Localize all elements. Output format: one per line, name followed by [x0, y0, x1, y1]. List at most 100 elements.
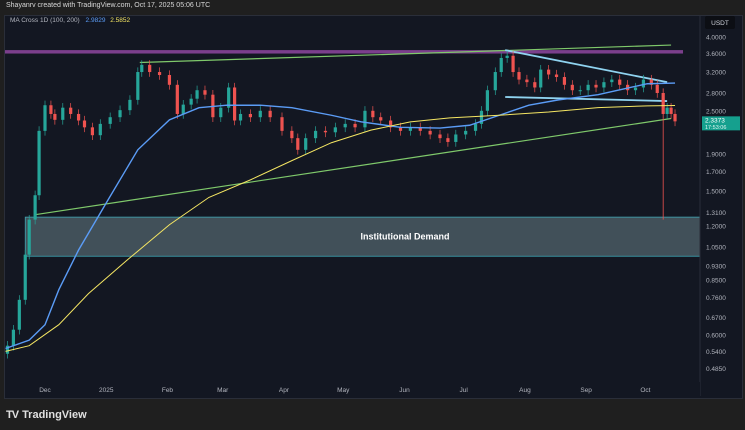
candle[interactable]: [140, 64, 144, 73]
candle[interactable]: [53, 113, 57, 120]
candle[interactable]: [578, 90, 582, 92]
candle[interactable]: [219, 107, 223, 118]
candle[interactable]: [304, 138, 308, 150]
candle[interactable]: [493, 72, 497, 91]
candle[interactable]: [655, 84, 659, 93]
candle[interactable]: [473, 123, 478, 131]
candle[interactable]: [438, 134, 442, 139]
candle[interactable]: [673, 113, 677, 122]
candle[interactable]: [479, 110, 484, 124]
candle[interactable]: [525, 79, 529, 83]
candle[interactable]: [398, 127, 403, 131]
candle[interactable]: [499, 57, 503, 73]
candle[interactable]: [517, 72, 521, 80]
candle[interactable]: [333, 127, 337, 133]
candle[interactable]: [128, 99, 132, 111]
price-axis[interactable]: [701, 16, 741, 396]
upper-trendline[interactable]: [139, 44, 672, 64]
ma100-line[interactable]: [5, 82, 676, 350]
candle[interactable]: [189, 98, 193, 105]
candle[interactable]: [167, 75, 172, 85]
candle[interactable]: [464, 130, 468, 135]
wedge-lower[interactable]: [505, 96, 668, 102]
unit-badge[interactable]: [705, 16, 735, 29]
candle[interactable]: [633, 87, 638, 91]
candle[interactable]: [554, 74, 559, 78]
candle[interactable]: [76, 113, 81, 121]
candle[interactable]: [547, 69, 551, 75]
candle[interactable]: [379, 117, 383, 121]
candle[interactable]: [181, 104, 185, 114]
candle[interactable]: [5, 345, 10, 354]
candle[interactable]: [661, 92, 665, 114]
candle[interactable]: [665, 107, 669, 114]
candle[interactable]: [148, 64, 152, 73]
candle[interactable]: [233, 87, 237, 121]
candle[interactable]: [602, 82, 606, 88]
candle[interactable]: [610, 79, 614, 83]
candle[interactable]: [195, 90, 199, 99]
candle[interactable]: [11, 329, 15, 346]
candle[interactable]: [108, 117, 112, 124]
candle[interactable]: [505, 55, 509, 58]
candle[interactable]: [363, 110, 367, 128]
tradingview-logo[interactable]: TV TradingView: [6, 405, 87, 425]
candle[interactable]: [562, 77, 567, 85]
candle[interactable]: [175, 84, 179, 114]
candle[interactable]: [227, 87, 231, 108]
candle[interactable]: [618, 79, 622, 85]
candle[interactable]: [594, 84, 598, 88]
candle[interactable]: [33, 195, 37, 220]
candle[interactable]: [454, 134, 458, 142]
candle[interactable]: [69, 107, 73, 114]
candle[interactable]: [539, 69, 543, 88]
candle[interactable]: [82, 120, 87, 128]
candle[interactable]: [371, 110, 375, 118]
candle[interactable]: [313, 130, 318, 139]
candle[interactable]: [23, 254, 27, 300]
candle[interactable]: [49, 105, 53, 114]
candle[interactable]: [238, 113, 243, 121]
indicator-legend[interactable]: MA Cross 1D (100, 200) 2.9829 2.5852: [10, 17, 130, 24]
ma200-line[interactable]: [5, 105, 676, 352]
candle[interactable]: [389, 120, 393, 128]
candle[interactable]: [290, 130, 294, 139]
candle[interactable]: [296, 138, 300, 150]
candle[interactable]: [586, 84, 590, 91]
candle[interactable]: [446, 138, 450, 142]
candle[interactable]: [649, 79, 653, 85]
candle[interactable]: [98, 123, 102, 136]
candle[interactable]: [61, 107, 65, 120]
candle[interactable]: [533, 82, 537, 88]
candle[interactable]: [37, 130, 41, 196]
candle[interactable]: [280, 117, 284, 131]
lower-trendline[interactable]: [35, 117, 672, 216]
candle[interactable]: [428, 130, 432, 135]
wedge-upper[interactable]: [505, 49, 668, 84]
demand-zone[interactable]: [24, 216, 701, 257]
candle[interactable]: [248, 113, 252, 118]
resistance-band[interactable]: [5, 50, 683, 54]
candle[interactable]: [268, 110, 272, 118]
candle[interactable]: [43, 105, 47, 131]
candle[interactable]: [570, 84, 574, 91]
candle[interactable]: [418, 127, 422, 131]
candle[interactable]: [641, 79, 646, 88]
candle[interactable]: [136, 72, 140, 100]
candle[interactable]: [203, 90, 207, 95]
candle[interactable]: [17, 299, 21, 330]
candle[interactable]: [258, 110, 262, 118]
candle[interactable]: [511, 55, 515, 73]
candle[interactable]: [27, 219, 31, 255]
candle[interactable]: [90, 127, 94, 136]
candle[interactable]: [485, 90, 489, 111]
candle[interactable]: [157, 72, 162, 76]
candle[interactable]: [323, 130, 328, 133]
candle[interactable]: [343, 123, 347, 128]
time-axis[interactable]: [5, 382, 700, 396]
candle[interactable]: [408, 127, 412, 131]
candle[interactable]: [353, 123, 357, 128]
candle[interactable]: [118, 110, 122, 118]
candle[interactable]: [669, 107, 673, 114]
